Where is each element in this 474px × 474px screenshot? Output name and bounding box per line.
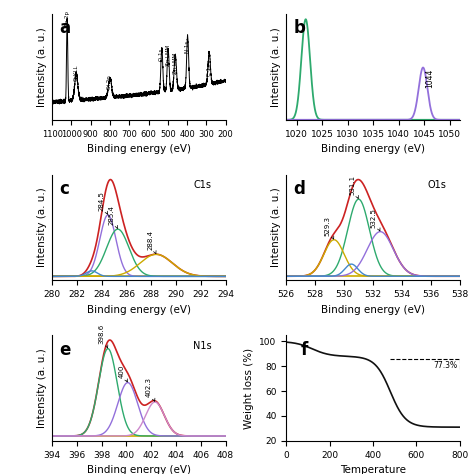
Text: O KLL: O KLL [74,65,79,81]
X-axis label: Binding energy (eV): Binding energy (eV) [321,144,425,154]
Text: 398.6: 398.6 [99,324,108,348]
Text: 284.5: 284.5 [98,191,108,214]
Text: Zn 2p: Zn 2p [64,11,70,27]
Text: 288.4: 288.4 [147,230,156,254]
Text: 1044: 1044 [425,69,434,88]
Text: N1s: N1s [193,340,212,350]
Text: C 1s: C 1s [207,64,212,76]
Y-axis label: Weight loss (%): Weight loss (%) [244,347,254,428]
Text: b: b [293,19,305,37]
Text: N 1s: N 1s [185,41,190,53]
Y-axis label: Intensity (a. u.): Intensity (a. u.) [36,188,46,267]
Text: 531.1: 531.1 [349,175,358,199]
Text: O1s: O1s [427,180,446,190]
Text: c: c [59,180,69,198]
X-axis label: Temperature: Temperature [340,465,406,474]
Text: a: a [59,19,70,37]
Text: 77.3%: 77.3% [434,361,457,370]
Text: d: d [293,180,305,198]
X-axis label: Binding energy (eV): Binding energy (eV) [87,144,191,154]
Y-axis label: Intensity (a. u.): Intensity (a. u.) [271,27,281,107]
X-axis label: Binding energy (eV): Binding energy (eV) [87,305,191,315]
Text: O 1s: O 1s [159,49,164,61]
Text: 285.4: 285.4 [109,205,118,228]
Text: Zn LMM: Zn LMM [166,45,171,66]
Y-axis label: Intensity (a. u.): Intensity (a. u.) [36,348,46,428]
Text: 532.5: 532.5 [371,208,380,231]
Text: e: e [59,340,71,358]
X-axis label: Binding energy (eV): Binding energy (eV) [321,305,425,315]
Text: C1s: C1s [194,180,212,190]
Text: 402.3: 402.3 [146,377,155,401]
Y-axis label: Intensity (a. u.): Intensity (a. u.) [271,188,281,267]
Text: 400: 400 [118,365,128,382]
Text: 529.3: 529.3 [324,216,334,239]
Y-axis label: Intensity (a. u.): Intensity (a. u.) [36,27,46,107]
Text: Zn LMM: Zn LMM [173,53,178,74]
X-axis label: Binding energy (eV): Binding energy (eV) [87,465,191,474]
Text: Si 2p: Si 2p [108,75,112,89]
Text: f: f [300,340,308,358]
